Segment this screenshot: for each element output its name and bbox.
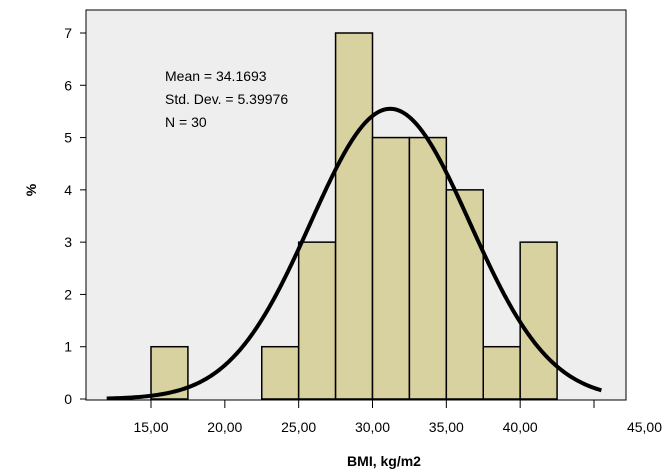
- stat-sd: Std. Dev. = 5.39976: [165, 91, 288, 107]
- histogram-bar: [297, 241, 337, 400]
- histogram-bar: [482, 345, 521, 400]
- histogram-bar: [334, 32, 374, 400]
- bars: [150, 32, 558, 400]
- y-tick-label: 1: [64, 339, 72, 355]
- y-tick-label: 6: [64, 77, 72, 93]
- histogram-bar: [261, 345, 300, 400]
- axes: 0 1 2 3 4 5 6 7 15,00 20,00 25,00 30,00 35,00 40,00 45…: [64, 25, 662, 435]
- stat-n: N = 30: [165, 114, 207, 130]
- y-axis-label: %: [23, 183, 39, 196]
- stats-annotation: Mean = 34.1693 Std. Dev. = 5.39976 N = 3…: [165, 68, 288, 130]
- x-tick-label: 35,00: [429, 419, 464, 435]
- x-tick-label: 25,00: [281, 419, 316, 435]
- x-tick-label: 30,00: [355, 419, 390, 435]
- x-tick-label: 45,00: [627, 419, 662, 435]
- x-tick-label: 15,00: [133, 419, 168, 435]
- histogram-bar: [519, 241, 558, 400]
- normal-curve: [106, 106, 602, 401]
- y-tick-label: 2: [64, 286, 72, 302]
- y-tick-label: 0: [64, 391, 72, 407]
- y-tick-label: 5: [64, 130, 72, 146]
- y-tick-label: 4: [64, 182, 72, 198]
- stat-mean: Mean = 34.1693: [165, 68, 267, 84]
- x-tick-label: 40,00: [503, 419, 538, 435]
- histogram-bar: [150, 345, 189, 400]
- histogram-bar: [445, 189, 485, 400]
- x-tick-label: 20,00: [207, 419, 242, 435]
- histogram-bar: [371, 136, 411, 400]
- y-tick-label: 7: [64, 25, 72, 41]
- histogram-bar: [408, 136, 448, 400]
- y-tick-label: 3: [64, 234, 72, 250]
- x-axis-label: BMI, kg/m2: [347, 453, 421, 469]
